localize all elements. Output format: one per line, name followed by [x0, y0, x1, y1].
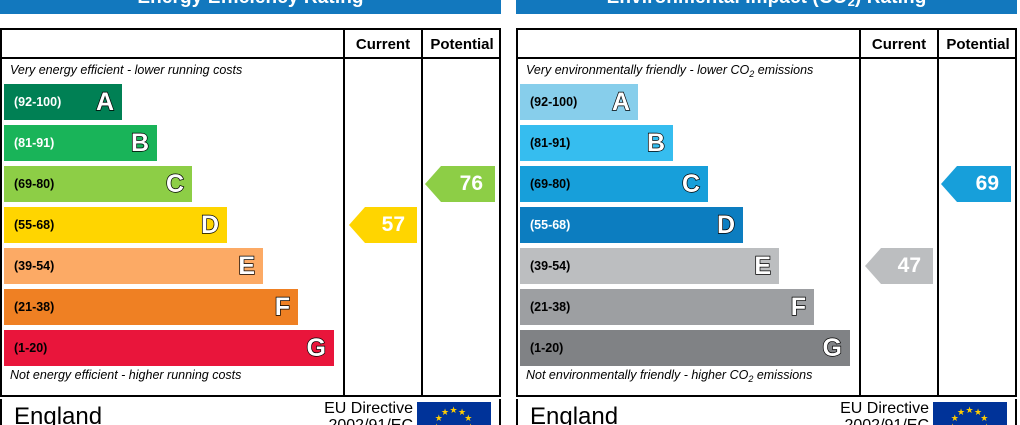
footer-eu-directive: EU Directive2002/91/EC — [840, 400, 929, 425]
caption-bottom: Not environmentally friendly - higher CO… — [526, 368, 813, 384]
band-letter-b: B — [130, 128, 149, 157]
eu-flag-star: ★ — [434, 413, 443, 423]
footer-country: England — [14, 403, 103, 425]
eu-directive-line-1: EU Directive — [840, 400, 929, 417]
eu-flag-star: ★ — [433, 422, 441, 425]
column-divider-potential — [421, 30, 423, 397]
footer-country: England — [530, 403, 619, 425]
eu-flag-star: ★ — [974, 406, 983, 417]
band-letter-f: F — [790, 292, 807, 321]
eu-flag-star: ★ — [467, 422, 475, 425]
eu-flag-icon: ★★★★★★★★★★★★ — [417, 402, 491, 425]
eu-flag-star: ★ — [957, 406, 966, 417]
rating-band-a: (92-100) A — [4, 84, 122, 120]
column-divider-current — [859, 30, 861, 397]
chart-title-bar: Energy Efficiency Rating — [0, 0, 501, 14]
rating-band-c: (69-80) C — [520, 166, 708, 202]
eu-directive-line-2: 2002/91/EC — [324, 417, 413, 425]
rating-table: Current Potential Very environmentally fri… — [516, 28, 1017, 397]
eu-flag-star: ★ — [464, 413, 473, 423]
band-range-f: (21-38) — [14, 300, 55, 314]
table-header-row — [518, 30, 1015, 59]
caption-bottom-subscript: 2 — [748, 374, 754, 384]
caption-top-subscript: 2 — [749, 69, 755, 79]
rating-band-b: (81-91) B — [4, 125, 157, 161]
rating-band-c: (69-80) C — [4, 166, 192, 202]
band-letter-c: C — [165, 169, 184, 198]
band-range-c: (69-80) — [14, 177, 55, 191]
band-letter-d: D — [200, 210, 219, 239]
current-rating-arrow: 47 — [865, 248, 933, 284]
band-range-b: (81-91) — [14, 136, 55, 150]
band-range-e: (39-54) — [530, 259, 571, 273]
table-header-row — [2, 30, 499, 59]
caption-bottom: Not energy efficient - higher running co… — [10, 368, 242, 382]
chart-title: Environmental Impact (CO2) Rating — [516, 0, 1017, 9]
eu-flag-star: ★ — [949, 422, 957, 425]
band-letter-d: D — [716, 210, 735, 239]
band-letter-a: A — [95, 87, 114, 116]
band-range-b: (81-91) — [530, 136, 571, 150]
column-header-current: Current — [871, 36, 927, 53]
rating-table: Current Potential Very energy efficient - … — [0, 28, 501, 397]
rating-band-f: (21-38) F — [520, 289, 814, 325]
column-header-current: Current — [355, 36, 411, 53]
band-range-f: (21-38) — [530, 300, 571, 314]
column-divider-potential — [937, 30, 939, 397]
eu-flag-star: ★ — [983, 422, 991, 425]
eu-flag-icon: ★★★★★★★★★★★★ — [933, 402, 1007, 425]
current-rating-arrow: 57 — [349, 207, 417, 243]
footer-eu-directive: EU Directive2002/91/EC — [324, 400, 413, 425]
rating-band-f: (21-38) F — [4, 289, 298, 325]
band-letter-a: A — [611, 87, 630, 116]
eu-flag-star: ★ — [458, 406, 467, 417]
rating-band-d: (55-68) D — [520, 207, 743, 243]
band-range-d: (55-68) — [14, 218, 55, 232]
column-header-potential: Potential — [946, 36, 1010, 53]
potential-rating-arrow: 69 — [941, 166, 1011, 202]
chart-title: Energy Efficiency Rating — [0, 0, 501, 9]
chart-title-bar: Environmental Impact (CO2) Rating — [516, 0, 1017, 14]
eu-directive-line-1: EU Directive — [324, 400, 413, 417]
caption-top: Very energy efficient - lower running co… — [10, 63, 243, 77]
band-letter-b: B — [646, 128, 665, 157]
rating-band-e: (39-54) E — [4, 248, 263, 284]
energy-efficiency-panel: Energy Efficiency Rating Current Potential… — [0, 0, 501, 425]
potential-rating-arrow: 76 — [425, 166, 495, 202]
caption-top: Very environmentally friendly - lower CO… — [526, 63, 814, 79]
band-letter-g: G — [306, 333, 327, 362]
eu-flag-star: ★ — [980, 413, 989, 423]
rating-band-d: (55-68) D — [4, 207, 227, 243]
band-range-a: (92-100) — [14, 95, 62, 109]
environmental-impact-panel: Environmental Impact (CO2) Rating Current… — [516, 0, 1017, 425]
eu-flag-star: ★ — [449, 404, 458, 415]
band-letter-g: G — [822, 333, 843, 362]
eu-flag-star: ★ — [441, 406, 450, 417]
rating-band-g: (1-20) G — [4, 330, 334, 366]
band-letter-e: E — [754, 251, 772, 280]
rating-band-e: (39-54) E — [520, 248, 779, 284]
band-range-g: (1-20) — [530, 341, 564, 355]
band-range-a: (92-100) — [530, 95, 578, 109]
band-range-c: (69-80) — [530, 177, 571, 191]
rating-band-a: (92-100) A — [520, 84, 638, 120]
rating-band-b: (81-91) B — [520, 125, 673, 161]
band-letter-f: F — [274, 292, 291, 321]
column-divider-current — [343, 30, 345, 397]
band-range-e: (39-54) — [14, 259, 55, 273]
band-letter-c: C — [681, 169, 700, 198]
band-range-g: (1-20) — [14, 341, 48, 355]
eu-flag-star: ★ — [950, 413, 959, 423]
eu-flag-star: ★ — [965, 404, 974, 415]
column-header-potential: Potential — [430, 36, 494, 53]
chart-title-subscript: 2 — [847, 0, 855, 9]
rating-band-g: (1-20) G — [520, 330, 850, 366]
band-letter-e: E — [238, 251, 256, 280]
band-range-d: (55-68) — [530, 218, 571, 232]
eu-directive-line-2: 2002/91/EC — [840, 417, 929, 425]
